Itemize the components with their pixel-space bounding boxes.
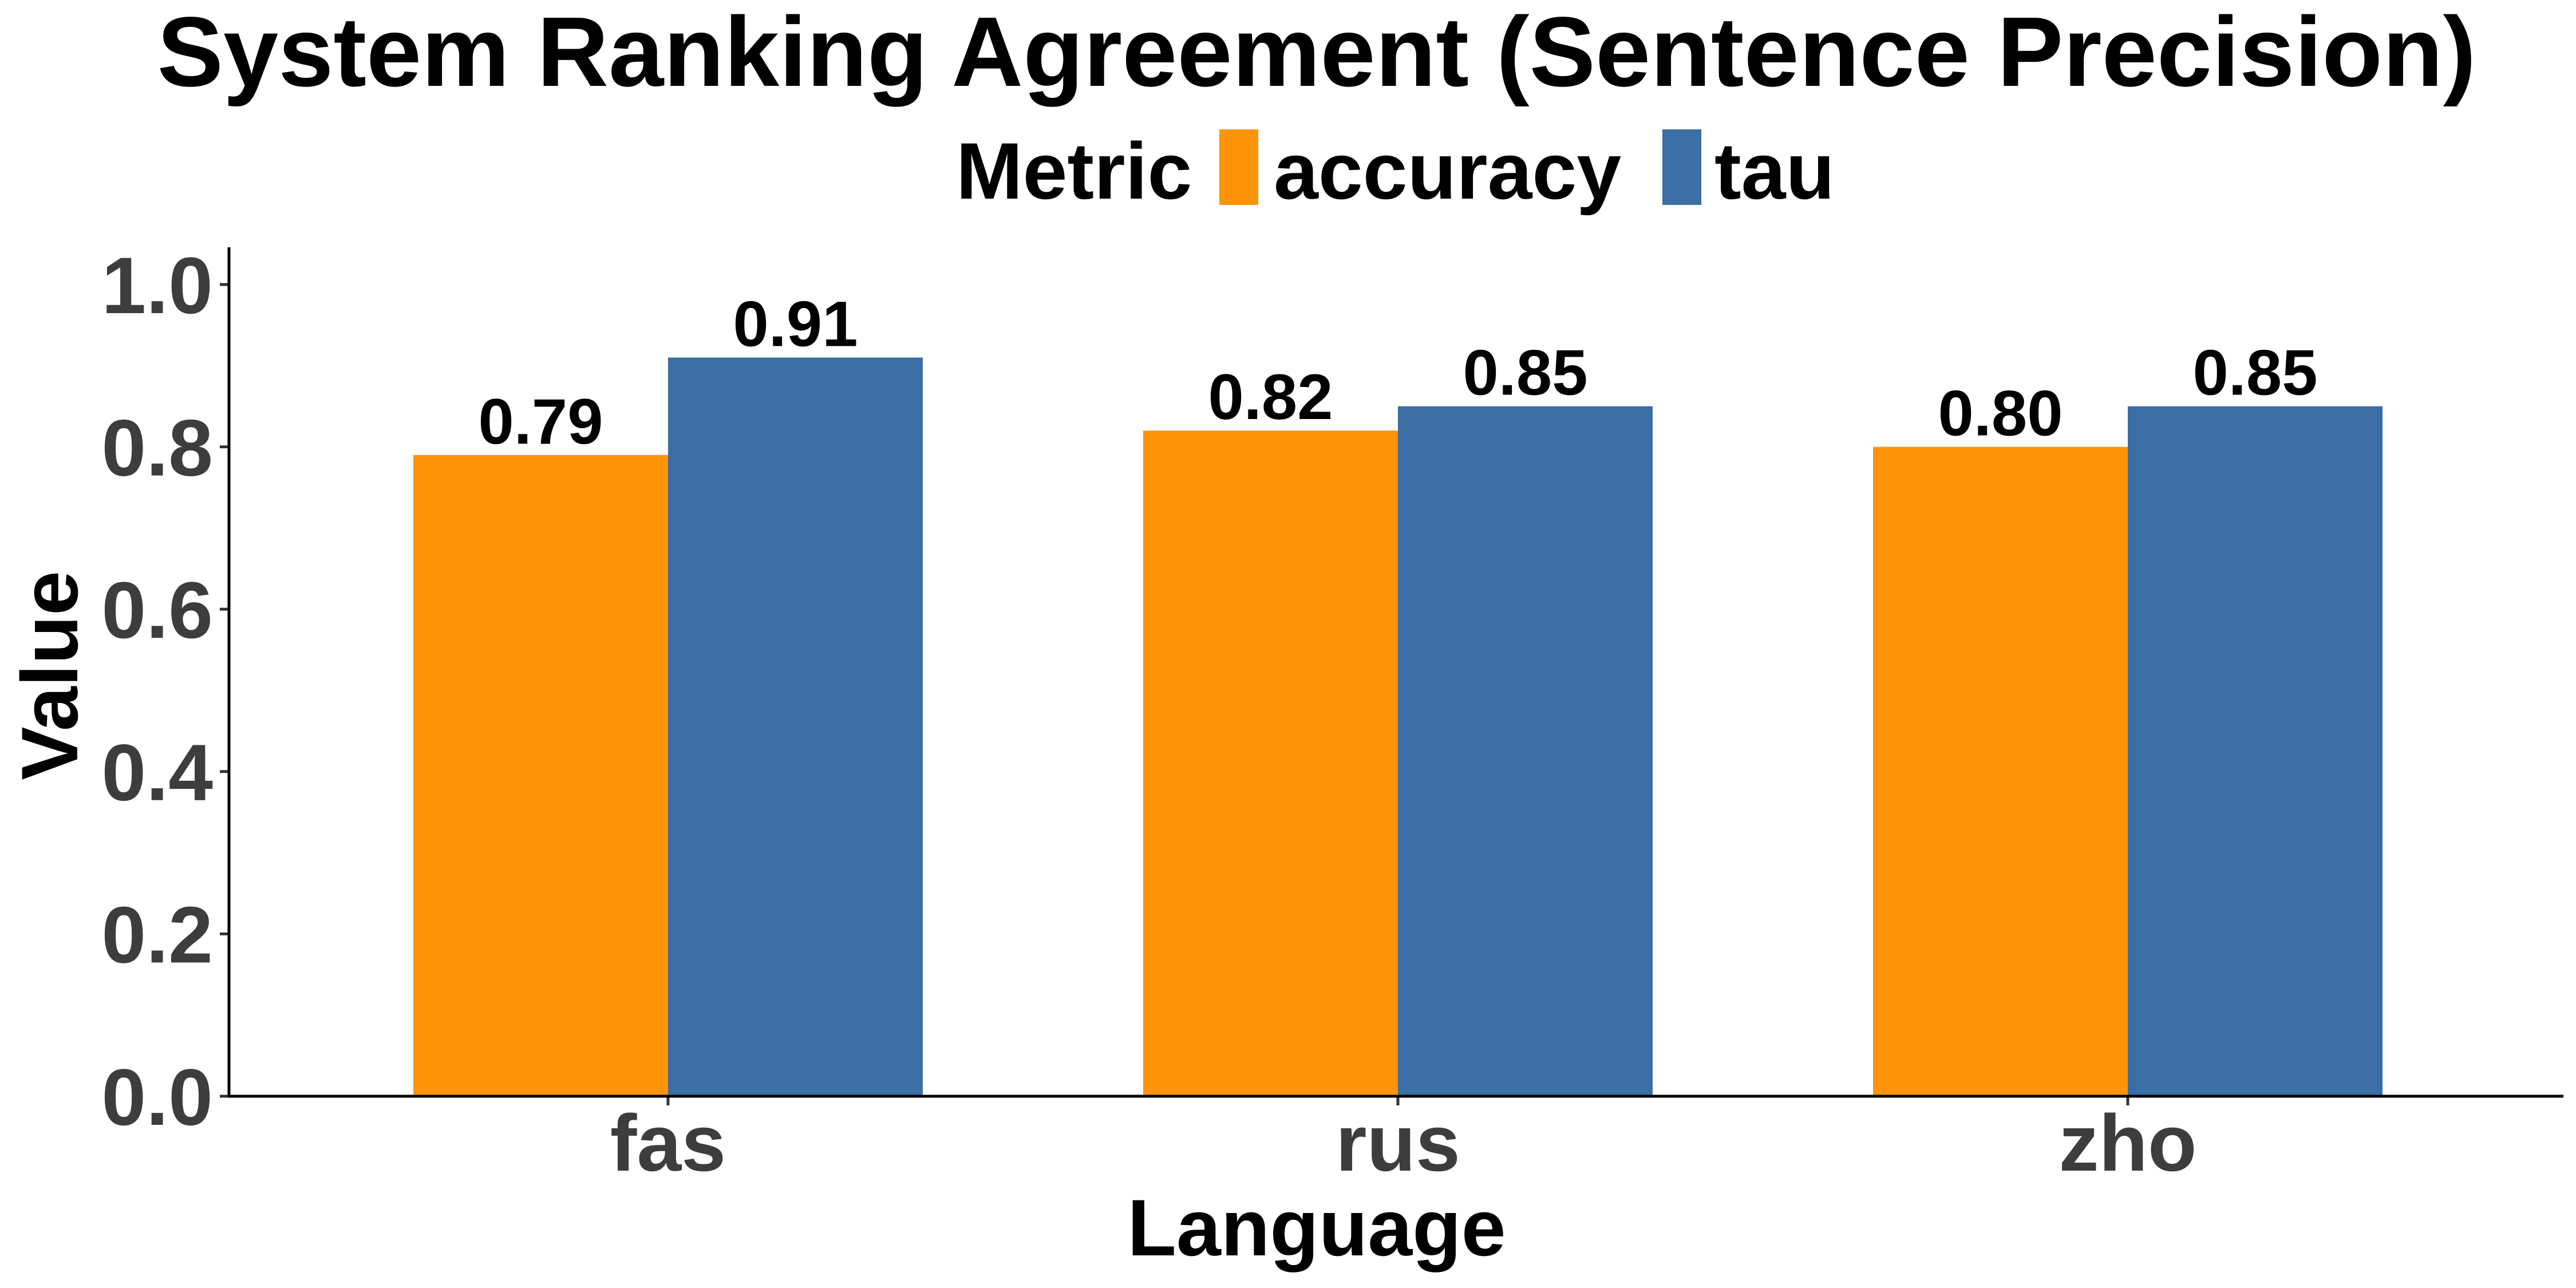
bar-tau-zho — [2128, 406, 2383, 1097]
y-tick-label: 0.6 — [101, 565, 213, 655]
y-axis-title: Value — [5, 571, 94, 780]
x-tick-label-rus: rus — [1336, 1098, 1460, 1188]
x-tick-label-fas: fas — [610, 1098, 726, 1188]
bar-accuracy-zho — [1873, 447, 2128, 1096]
legend-title: Metric — [956, 126, 1192, 216]
legend-swatch-accuracy — [1219, 129, 1258, 205]
y-tick-label: 0.4 — [101, 728, 213, 817]
data-label-tau-zho: 0.85 — [2193, 337, 2318, 409]
data-label-accuracy-fas: 0.79 — [479, 386, 603, 457]
data-label-accuracy-rus: 0.82 — [1208, 361, 1333, 433]
data-label-tau-rus: 0.85 — [1463, 337, 1588, 409]
bar-accuracy-rus — [1143, 430, 1398, 1096]
bar-tau-fas — [668, 357, 923, 1096]
x-tick-label-zho: zho — [2059, 1098, 2196, 1188]
y-tick-label: 1.0 — [101, 240, 213, 330]
legend-label-accuracy: accuracy — [1274, 126, 1621, 216]
chart-title: System Ranking Agreement (Sentence Preci… — [157, 0, 2476, 107]
y-tick-label: 0.8 — [101, 403, 213, 493]
bar-accuracy-fas — [413, 455, 668, 1096]
plot-area: 0.0 0.2 0.4 0.6 0.8 1.0 0.79 0.91 fas 0.82 0.85 rus… — [101, 240, 2383, 1188]
data-label-accuracy-zho: 0.80 — [1938, 378, 2063, 449]
y-tick-label: 0.2 — [101, 890, 213, 979]
bar-tau-rus — [1398, 406, 1653, 1097]
data-label-tau-fas: 0.91 — [733, 289, 858, 360]
legend-swatch-tau — [1662, 129, 1701, 205]
legend-label-tau: tau — [1714, 126, 1835, 216]
legend: Metric accuracy tau — [956, 126, 1835, 216]
x-axis-title: Language — [1127, 1183, 1506, 1273]
y-tick-label: 0.0 — [101, 1052, 213, 1142]
